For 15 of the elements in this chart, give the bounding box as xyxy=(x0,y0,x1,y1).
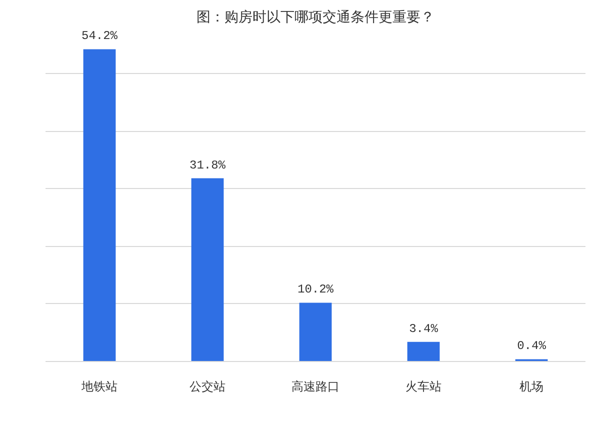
data-label: 31.8% xyxy=(189,158,226,172)
data-label: 0.4% xyxy=(517,339,547,354)
bar xyxy=(83,49,116,362)
x-tick-label: 高速路口 xyxy=(292,380,340,394)
bar xyxy=(299,302,332,362)
data-label: 3.4% xyxy=(409,322,439,336)
bar xyxy=(407,342,440,362)
data-label: 54.2% xyxy=(81,29,118,44)
bar xyxy=(191,178,224,362)
data-label: 10.2% xyxy=(297,282,334,297)
chart-title: 图：购房时以下哪项交通条件更重要？ xyxy=(196,10,434,26)
x-tick-label: 机场 xyxy=(520,380,544,394)
x-tick-label: 地铁站 xyxy=(80,380,118,394)
x-tick-label: 公交站 xyxy=(190,380,226,394)
x-tick-label: 火车站 xyxy=(406,380,442,394)
